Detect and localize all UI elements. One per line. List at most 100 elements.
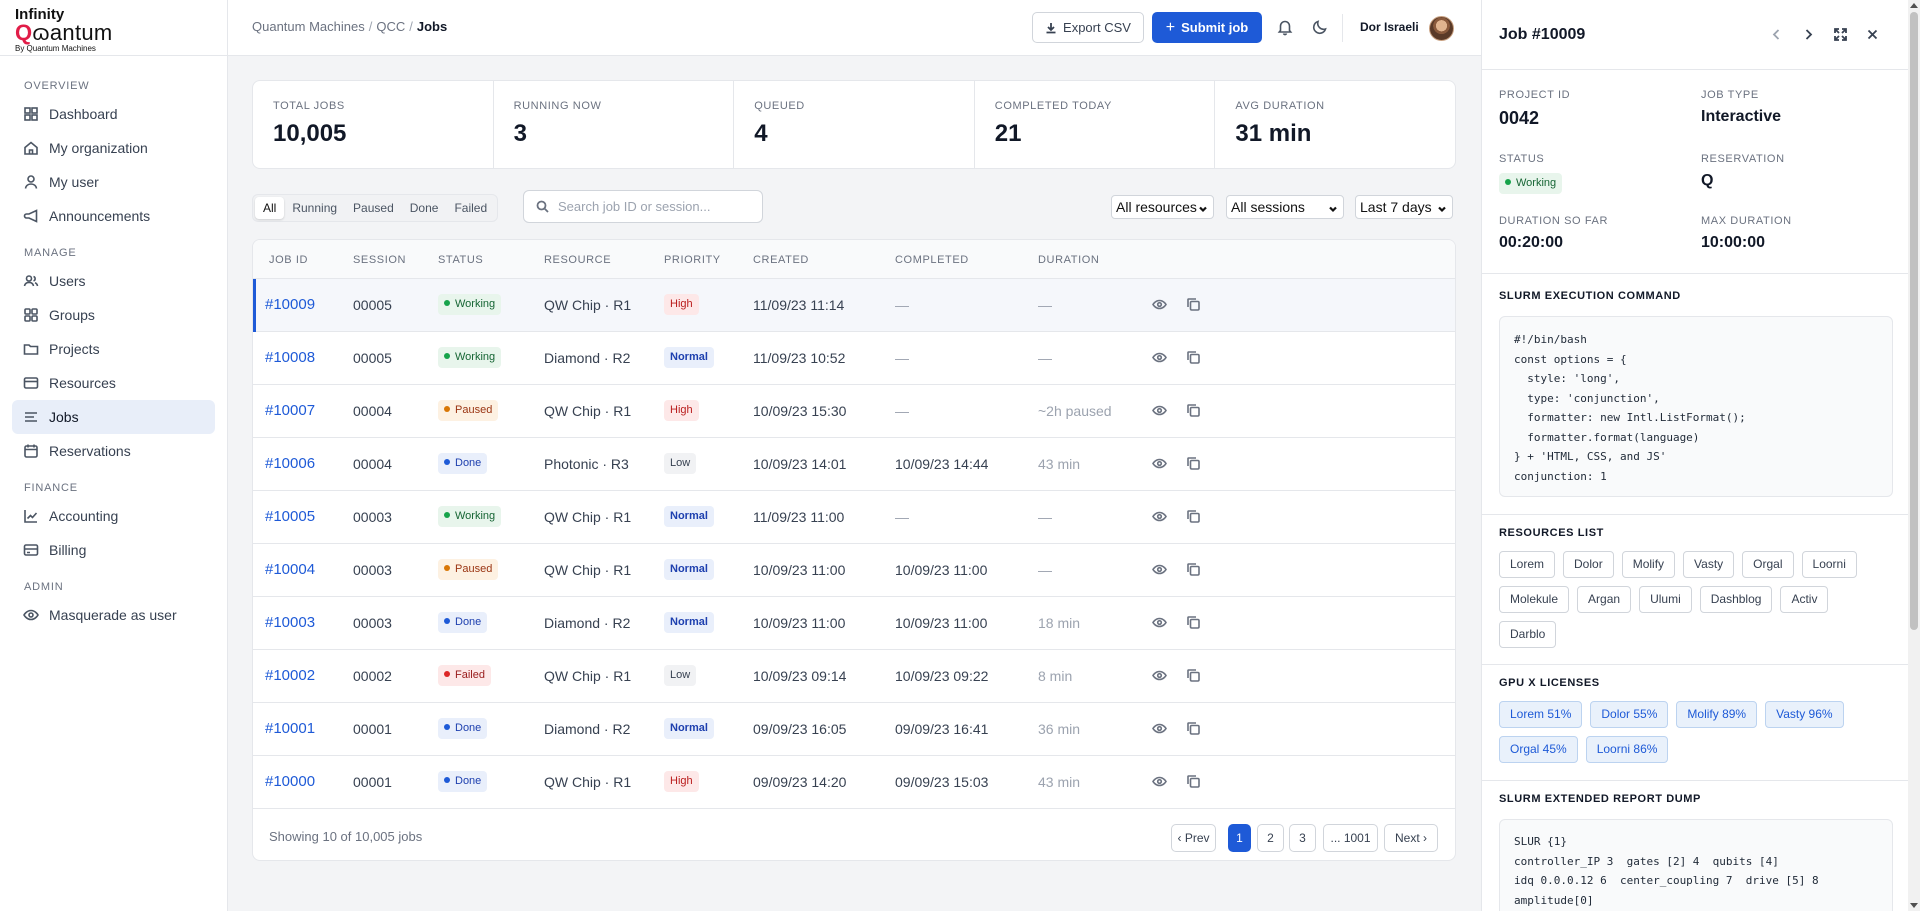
sidebar-item-announcements[interactable]: Announcements bbox=[12, 199, 215, 233]
resource-tag[interactable]: Dolor bbox=[1563, 551, 1614, 578]
copy-icon[interactable] bbox=[1186, 562, 1201, 577]
view-icon[interactable] bbox=[1152, 297, 1167, 312]
job-id-link[interactable]: #10003 bbox=[265, 614, 316, 631]
chevron-left-icon[interactable] bbox=[1769, 27, 1784, 42]
scroll-down-icon[interactable] bbox=[1910, 903, 1918, 908]
copy-icon[interactable] bbox=[1186, 668, 1201, 683]
sidebar-item-masquerade-as-user[interactable]: Masquerade as user bbox=[12, 598, 215, 632]
resource-tag[interactable]: Activ bbox=[1780, 586, 1829, 613]
slurm-command-code[interactable]: #!/bin/bash const options = { style: 'lo… bbox=[1499, 316, 1893, 497]
table-row[interactable]: #10006 00004 Done Photonic · R3 Low 10/0… bbox=[253, 438, 1455, 491]
search-input[interactable]: Search job ID or session... bbox=[523, 190, 763, 223]
table-row[interactable]: #10003 00003 Done Diamond · R2 Normal 10… bbox=[253, 597, 1455, 650]
breadcrumb-org[interactable]: Quantum Machines bbox=[252, 19, 365, 34]
gpu-license-tag[interactable]: Loorni 86% bbox=[1585, 736, 1669, 763]
avatar[interactable] bbox=[1429, 16, 1454, 41]
resource-tag[interactable]: Lorem bbox=[1499, 551, 1556, 578]
sidebar-item-users[interactable]: Users bbox=[12, 264, 215, 298]
resource-tag[interactable]: Loorni bbox=[1801, 551, 1857, 578]
scroll-up-icon[interactable] bbox=[1910, 3, 1918, 8]
column-header[interactable]: COMPLETED bbox=[895, 254, 969, 266]
tab-done[interactable]: Done bbox=[409, 201, 439, 215]
sidebar-item-billing[interactable]: Billing bbox=[12, 533, 215, 567]
resource-tag[interactable]: Ulumi bbox=[1639, 586, 1692, 613]
copy-icon[interactable] bbox=[1186, 615, 1201, 630]
export-csv-button[interactable]: Export CSV bbox=[1032, 12, 1144, 43]
logo[interactable]: Infinity Qɷantum By Quantum Machines bbox=[0, 0, 227, 56]
view-icon[interactable] bbox=[1152, 562, 1167, 577]
view-icon[interactable] bbox=[1152, 403, 1167, 418]
copy-icon[interactable] bbox=[1186, 350, 1201, 365]
table-row[interactable]: #10000 00001 Done QW Chip · R1 High 09/0… bbox=[253, 756, 1455, 809]
report-dump-code[interactable]: SLUR {1} controller_IP 3 gates [2] 4 qub… bbox=[1499, 819, 1893, 911]
view-icon[interactable] bbox=[1152, 509, 1167, 524]
page-button[interactable]: 1 bbox=[1228, 824, 1251, 852]
table-row[interactable]: #10002 00002 Failed QW Chip · R1 Low 10/… bbox=[253, 650, 1455, 703]
view-icon[interactable] bbox=[1152, 774, 1167, 789]
sessions-select[interactable]: All sessions bbox=[1226, 195, 1344, 219]
table-row[interactable]: #10004 00003 Paused QW Chip · R1 Normal … bbox=[253, 544, 1455, 597]
user-name[interactable]: Dor Israeli bbox=[1360, 20, 1419, 34]
view-icon[interactable] bbox=[1152, 668, 1167, 683]
job-id-link[interactable]: #10009 bbox=[265, 296, 316, 313]
gpu-license-tag[interactable]: Molify 89% bbox=[1676, 701, 1758, 728]
resources-select[interactable]: All resources bbox=[1111, 195, 1214, 219]
gpu-license-tag[interactable]: Dolor 55% bbox=[1590, 701, 1669, 728]
sidebar-item-groups[interactable]: Groups bbox=[12, 298, 215, 332]
table-row[interactable]: #10001 00001 Done Diamond · R2 Normal 09… bbox=[253, 703, 1455, 756]
copy-icon[interactable] bbox=[1186, 774, 1201, 789]
resource-tag[interactable]: Darblo bbox=[1499, 621, 1557, 648]
chevron-right-icon[interactable] bbox=[1801, 27, 1816, 42]
table-row[interactable]: #10007 00004 Paused QW Chip · R1 High 10… bbox=[253, 385, 1455, 438]
column-header[interactable]: STATUS bbox=[438, 254, 484, 266]
panel-scrollbar[interactable] bbox=[1908, 0, 1920, 911]
resource-tag[interactable]: Vasty bbox=[1683, 551, 1735, 578]
view-icon[interactable] bbox=[1152, 456, 1167, 471]
job-id-link[interactable]: #10007 bbox=[265, 402, 316, 419]
copy-icon[interactable] bbox=[1186, 403, 1201, 418]
page-button[interactable]: ‹ Prev bbox=[1171, 824, 1216, 852]
page-button[interactable]: 3 bbox=[1289, 824, 1316, 852]
column-header[interactable]: JOB ID bbox=[269, 254, 309, 266]
bell-icon[interactable] bbox=[1276, 18, 1294, 36]
job-id-link[interactable]: #10005 bbox=[265, 508, 316, 525]
tab-running[interactable]: Running bbox=[292, 201, 338, 215]
job-id-link[interactable]: #10006 bbox=[265, 455, 316, 472]
view-icon[interactable] bbox=[1152, 615, 1167, 630]
sidebar-item-dashboard[interactable]: Dashboard bbox=[12, 97, 215, 131]
tab-failed[interactable]: Failed bbox=[454, 201, 488, 215]
gpu-license-tag[interactable]: Orgal 45% bbox=[1499, 736, 1578, 763]
close-icon[interactable] bbox=[1865, 27, 1880, 42]
sidebar-item-my-organization[interactable]: My organization bbox=[12, 131, 215, 165]
page-button[interactable]: ... 1001 bbox=[1323, 824, 1378, 852]
sidebar-item-resources[interactable]: Resources bbox=[12, 366, 215, 400]
job-id-link[interactable]: #10008 bbox=[265, 349, 316, 366]
gpu-license-tag[interactable]: Vasty 96% bbox=[1765, 701, 1844, 728]
copy-icon[interactable] bbox=[1186, 456, 1201, 471]
resource-tag[interactable]: Argan bbox=[1577, 586, 1632, 613]
submit-job-button[interactable]: + Submit job bbox=[1152, 12, 1262, 43]
table-row[interactable]: #10009 00005 Working QW Chip · R1 High 1… bbox=[253, 279, 1455, 332]
copy-icon[interactable] bbox=[1186, 297, 1201, 312]
job-id-link[interactable]: #10004 bbox=[265, 561, 316, 578]
column-header[interactable]: PRIORITY bbox=[664, 254, 721, 266]
resource-tag[interactable]: Molekule bbox=[1499, 586, 1570, 613]
job-id-link[interactable]: #10001 bbox=[265, 720, 316, 737]
column-header[interactable]: CREATED bbox=[753, 254, 809, 266]
sidebar-item-my-user[interactable]: My user bbox=[12, 165, 215, 199]
copy-icon[interactable] bbox=[1186, 721, 1201, 736]
table-row[interactable]: #10008 00005 Working Diamond · R2 Normal… bbox=[253, 332, 1455, 385]
resource-tag[interactable]: Dashblog bbox=[1699, 586, 1773, 613]
page-button[interactable]: Next › bbox=[1384, 824, 1438, 852]
sidebar-item-jobs[interactable]: Jobs bbox=[12, 400, 215, 434]
sidebar-item-projects[interactable]: Projects bbox=[12, 332, 215, 366]
sidebar-item-reservations[interactable]: Reservations bbox=[12, 434, 215, 468]
date-range-select[interactable]: Last 7 days bbox=[1355, 195, 1453, 219]
copy-icon[interactable] bbox=[1186, 509, 1201, 524]
dark-mode-icon[interactable] bbox=[1311, 18, 1329, 36]
scroll-thumb[interactable] bbox=[1910, 12, 1918, 630]
sidebar-item-accounting[interactable]: Accounting bbox=[12, 499, 215, 533]
gpu-license-tag[interactable]: Lorem 51% bbox=[1499, 701, 1583, 728]
column-header[interactable]: RESOURCE bbox=[544, 254, 612, 266]
resource-tag[interactable]: Molify bbox=[1621, 551, 1676, 578]
